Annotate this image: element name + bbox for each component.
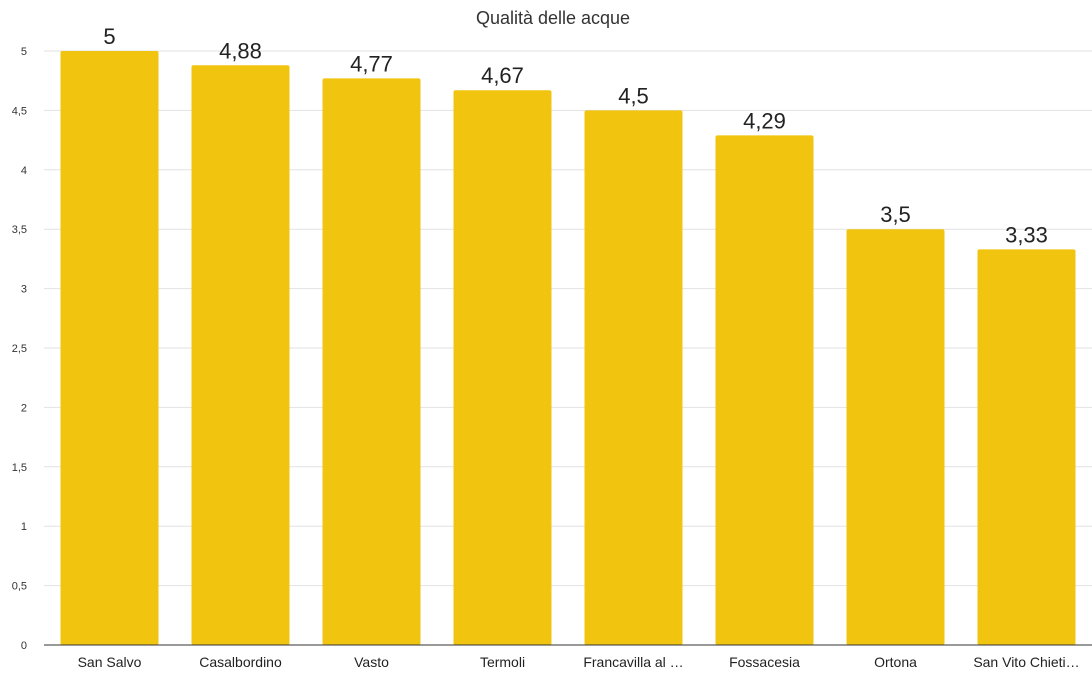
x-tick-label: Vasto: [354, 654, 389, 670]
x-tick-label: Fossacesia: [729, 654, 800, 670]
bars: [60, 51, 1076, 646]
y-tick-label: 4: [21, 165, 27, 177]
value-labels: 5 4,88 4,77 4,67 4,5 4,29 3,5 3,33: [103, 24, 1048, 247]
bar: [715, 135, 814, 645]
y-tick-label: 0,5: [12, 581, 27, 593]
y-tick-label: 3: [21, 284, 27, 296]
x-tick-label: Casalbordino: [199, 654, 282, 670]
chart-title: Qualità delle acque: [476, 8, 630, 28]
data-label: 4,5: [618, 83, 649, 108]
data-label: 4,88: [219, 38, 262, 63]
y-tick-label: 4,5: [12, 105, 27, 117]
y-tick-label: 1: [21, 521, 27, 533]
bar: [846, 229, 945, 645]
y-tick-label: 0: [21, 640, 27, 652]
data-label: 4,77: [350, 51, 393, 76]
bar: [60, 51, 159, 645]
data-label: 3,33: [1005, 222, 1048, 247]
data-label: 3,5: [880, 202, 911, 227]
y-tick-label: 5: [21, 46, 27, 58]
x-axis-ticks: San Salvo Casalbordino Vasto Termoli Francav…: [78, 654, 1080, 670]
y-tick-label: 1,5: [12, 462, 27, 474]
x-tick-label: San Salvo: [78, 654, 142, 670]
bar: [977, 249, 1076, 645]
bar: [453, 90, 552, 646]
x-tick-label: Termoli: [480, 654, 525, 670]
x-tick-label: San Vito Chieti…: [973, 654, 1079, 670]
data-label: 5: [103, 24, 115, 49]
y-tick-label: 2: [21, 402, 27, 414]
bar: [191, 65, 290, 646]
bar: [322, 78, 421, 646]
y-tick-label: 3,5: [12, 224, 27, 236]
y-axis-ticks: 0 0,5 1 1,5 2 2,5 3 3,5 4 4,5 5: [12, 46, 27, 652]
data-label: 4,67: [481, 63, 524, 88]
bar: [584, 110, 683, 645]
x-tick-label: Ortona: [874, 654, 917, 670]
x-tick-label: Francavilla al …: [583, 654, 683, 670]
y-tick-label: 2,5: [12, 343, 27, 355]
data-label: 4,29: [743, 108, 786, 133]
